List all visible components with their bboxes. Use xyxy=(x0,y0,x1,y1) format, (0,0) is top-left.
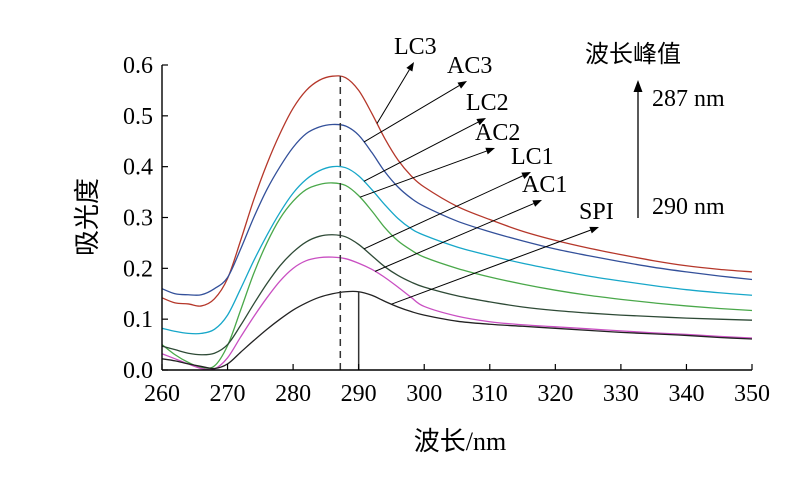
peak-wavelength-annotation: 波长峰值 287 nm 290 nm xyxy=(585,41,725,220)
leader-line-lc3 xyxy=(376,69,410,124)
reference-lines xyxy=(339,76,360,370)
leader-arrow-lc3 xyxy=(406,62,414,72)
series-line-spi xyxy=(161,290,753,370)
x-tick-label: 260 xyxy=(144,381,180,407)
y-tick-label: 0.6 xyxy=(123,53,153,79)
x-tick-label: 300 xyxy=(406,381,442,407)
curve-label-ac2: AC2 xyxy=(475,120,520,146)
x-tick-label: 270 xyxy=(210,381,246,407)
x-axis-title: 波长/nm xyxy=(414,427,506,456)
peak-bottom-value: 290 nm xyxy=(652,194,725,220)
peak-top-value: 287 nm xyxy=(652,86,725,112)
y-axis-title: 吸光度 xyxy=(73,178,102,256)
y-tick-label: 0.1 xyxy=(123,307,153,333)
leader-line-lc2 xyxy=(363,121,479,182)
curve-label-lc2: LC2 xyxy=(466,90,509,116)
series-line-ac1 xyxy=(161,256,753,371)
curve-label-ac1: AC1 xyxy=(522,172,567,198)
series-line-ac3 xyxy=(161,123,753,296)
series-line-lc2 xyxy=(161,165,753,335)
y-tick-label: 0.4 xyxy=(123,155,153,181)
leader-line-lc1 xyxy=(363,175,524,250)
series-line-lc1 xyxy=(161,234,753,356)
x-tick-label: 310 xyxy=(472,381,508,407)
x-tick-label: 350 xyxy=(734,381,770,407)
leader-arrow-lc2 xyxy=(476,118,486,126)
leader-arrow-lc1 xyxy=(521,172,531,179)
y-tick-label: 0.2 xyxy=(123,256,153,282)
x-tick-label: 280 xyxy=(275,381,311,407)
axes: 260 270 280 290 300 310 320 330 340 350 0.0 0.1 0.2 0… xyxy=(123,53,770,407)
x-tick-label: 320 xyxy=(537,381,573,407)
leader-line-ac1 xyxy=(374,203,534,272)
peak-arrow-head xyxy=(633,80,643,92)
leader-arrow-ac3 xyxy=(457,81,467,89)
series-layer xyxy=(161,75,753,371)
curve-label-ac3: AC3 xyxy=(447,53,492,79)
curve-label-lc3: LC3 xyxy=(394,34,437,60)
leader-line-spi xyxy=(391,229,591,305)
curve-label-lc1: LC1 xyxy=(511,144,554,170)
x-tick-label: 340 xyxy=(668,381,704,407)
leader-arrow-ac2 xyxy=(485,147,495,155)
curve-label-spi: SPI xyxy=(579,199,614,225)
leader-arrow-spi xyxy=(589,226,599,234)
peak-legend-title: 波长峰值 xyxy=(585,41,681,68)
series-line-ac2 xyxy=(161,182,753,369)
y-tick-label: 0.5 xyxy=(123,104,153,130)
y-tick-label: 0.3 xyxy=(123,206,153,232)
x-tick-label: 290 xyxy=(341,381,377,407)
x-tick-label: 330 xyxy=(603,381,639,407)
leader-arrow-ac1 xyxy=(532,200,542,207)
leader-line-ac2 xyxy=(359,150,487,198)
y-tick-label: 0.0 xyxy=(123,358,153,384)
leader-line-ac3 xyxy=(363,85,460,143)
